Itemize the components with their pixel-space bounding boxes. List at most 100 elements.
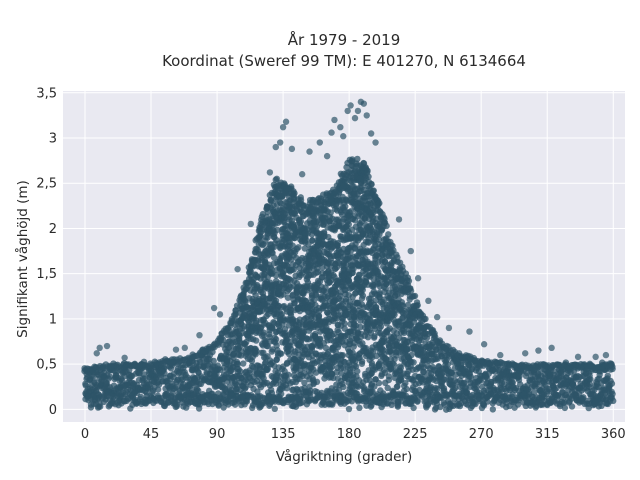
data-point	[414, 398, 421, 405]
data-point	[406, 400, 413, 408]
data-point	[420, 315, 428, 323]
data-point	[335, 387, 343, 394]
data-point	[371, 194, 379, 201]
data-point	[301, 379, 308, 386]
data-point	[346, 298, 353, 305]
data-points	[81, 98, 617, 413]
data-point	[270, 254, 278, 261]
data-point	[220, 404, 227, 411]
data-point	[264, 203, 271, 210]
data-point	[408, 351, 415, 359]
data-point	[283, 384, 291, 392]
data-point	[369, 187, 377, 195]
data-point	[317, 335, 324, 342]
data-point	[201, 398, 208, 406]
data-point	[410, 359, 417, 366]
data-point	[92, 400, 100, 408]
data-point	[404, 274, 412, 281]
data-point	[194, 387, 202, 394]
data-point	[161, 369, 168, 377]
data-point	[339, 352, 347, 359]
data-point	[179, 399, 186, 406]
data-point	[331, 188, 339, 196]
data-point	[249, 259, 257, 267]
data-point	[354, 155, 361, 163]
data-point	[277, 350, 285, 357]
data-point	[340, 383, 347, 391]
data-point	[297, 218, 305, 225]
data-point	[246, 269, 253, 277]
data-point	[407, 287, 415, 295]
data-point	[443, 391, 451, 398]
data-point	[313, 378, 321, 386]
data-point	[254, 388, 261, 395]
data-point	[489, 406, 497, 413]
data-point	[234, 360, 242, 368]
data-point	[363, 169, 371, 176]
data-point	[263, 213, 270, 221]
data-point	[394, 254, 401, 261]
data-point	[376, 200, 383, 207]
data-point	[358, 360, 366, 367]
data-point	[272, 272, 280, 279]
data-point	[240, 291, 247, 298]
data-point	[257, 233, 264, 240]
data-point	[241, 401, 248, 408]
data-point	[554, 392, 562, 399]
data-point	[327, 196, 334, 203]
chart-title-line-2: Koordinat (Sweref 99 TM): E 401270, N 61…	[162, 52, 526, 70]
data-point	[237, 348, 245, 355]
data-point	[350, 265, 357, 273]
data-point	[385, 231, 392, 238]
data-point	[345, 169, 352, 176]
data-point	[271, 405, 278, 413]
data-point	[274, 182, 282, 190]
data-point	[252, 337, 260, 344]
data-point	[377, 323, 385, 330]
data-point	[383, 222, 390, 230]
data-point	[586, 381, 594, 388]
data-point	[568, 403, 576, 410]
data-point	[163, 390, 171, 398]
data-point	[347, 208, 354, 215]
data-point	[543, 390, 550, 398]
data-point	[368, 180, 375, 188]
data-point	[268, 325, 276, 332]
data-point	[365, 239, 372, 246]
data-point	[366, 316, 373, 323]
data-point	[291, 196, 298, 203]
data-point	[272, 297, 280, 304]
data-point	[269, 346, 276, 353]
data-point	[357, 323, 364, 331]
data-point	[369, 348, 377, 355]
data-point	[224, 325, 232, 332]
data-point	[514, 401, 522, 408]
data-point	[237, 298, 245, 305]
data-point	[411, 292, 419, 300]
data-point	[297, 194, 304, 201]
data-point	[551, 398, 558, 405]
data-point	[154, 386, 162, 393]
data-point	[376, 291, 383, 298]
data-point	[370, 334, 378, 341]
data-point	[110, 393, 117, 400]
data-point	[371, 383, 378, 390]
data-point	[314, 196, 322, 203]
data-point	[341, 320, 348, 327]
chart-title-line-1: År 1979 - 2019	[288, 30, 401, 49]
data-point	[309, 237, 316, 244]
data-point	[509, 390, 516, 398]
data-point	[263, 366, 271, 374]
data-point	[225, 401, 232, 408]
data-point	[290, 190, 297, 198]
data-point	[354, 368, 361, 375]
data-point	[560, 399, 567, 407]
data-point	[266, 401, 274, 408]
data-point	[324, 393, 331, 401]
data-point	[330, 201, 337, 209]
data-point	[480, 401, 487, 408]
data-point	[264, 342, 272, 350]
data-point	[356, 272, 363, 279]
data-point	[240, 360, 247, 367]
data-point	[300, 329, 308, 336]
